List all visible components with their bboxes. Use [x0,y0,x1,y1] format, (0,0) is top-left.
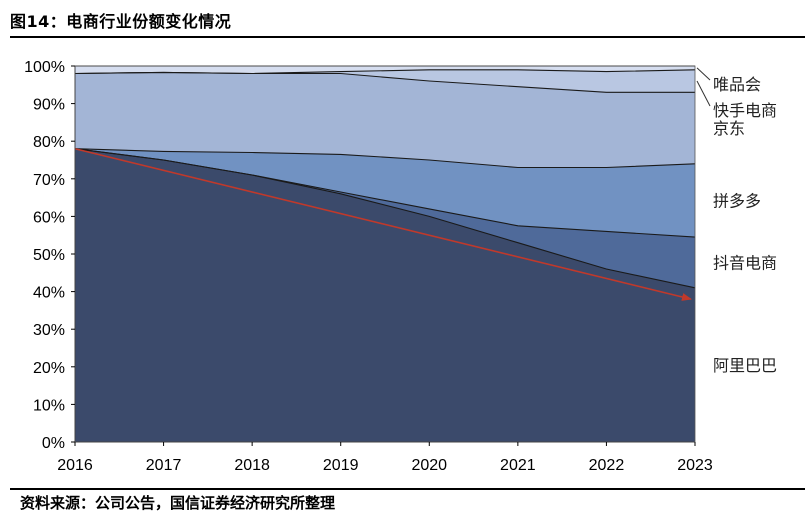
area-2 [75,148,695,288]
chart-title: 图14：电商行业份额变化情况 [10,12,232,31]
y-tick-label: 40% [33,285,65,302]
x-tick-label: 2022 [589,457,625,474]
trend-arrow [74,147,692,301]
x-tick-label: 2016 [57,457,93,474]
y-tick-label: 0% [42,435,65,452]
y-tick-label: 30% [33,322,65,339]
area-1 [75,148,695,442]
x-tick-label: 2020 [411,457,447,474]
area-4 [75,72,695,168]
source-note: 资料来源：公司公告，国信证券经济研究所整理 [20,494,336,512]
y-tick-label: 20% [33,360,65,377]
boundary-line-5 [74,69,696,75]
stacked-area-chart: 0% 10% 20% 30% 40% 50% 60% 70% 80% 90% 100% 2016 201… [24,59,777,474]
y-tick-label: 50% [33,247,65,264]
y-tick-label: 100% [24,59,65,76]
legend-leader [696,67,711,81]
legend-label: 阿里巴巴 [713,356,777,375]
legend-label: 京东 [713,119,745,138]
y-tick-label: 70% [33,172,65,189]
legend-label: 快手电商 [713,101,777,120]
y-tick-label: 60% [33,209,65,226]
legend-label: 唯品会 [713,75,761,94]
legend-leader [696,80,711,107]
legend-label: 拼多多 [713,191,761,210]
boundary-line-3 [74,148,696,169]
x-tick-label: 2017 [146,457,182,474]
area-6 [75,66,695,74]
title-rule [10,36,805,38]
area-5 [75,69,695,93]
y-tick-label: 90% [33,97,65,114]
legend-label: 抖音电商 [713,253,777,272]
y-tick-label: 10% [33,397,65,414]
x-tick-label: 2018 [234,457,270,474]
x-tick-label: 2021 [500,457,536,474]
x-tick-label: 2023 [677,457,713,474]
boundary-line-2 [74,148,696,238]
footer-rule [10,488,805,490]
y-tick-label: 80% [33,134,65,151]
x-tick-label: 2019 [323,457,359,474]
